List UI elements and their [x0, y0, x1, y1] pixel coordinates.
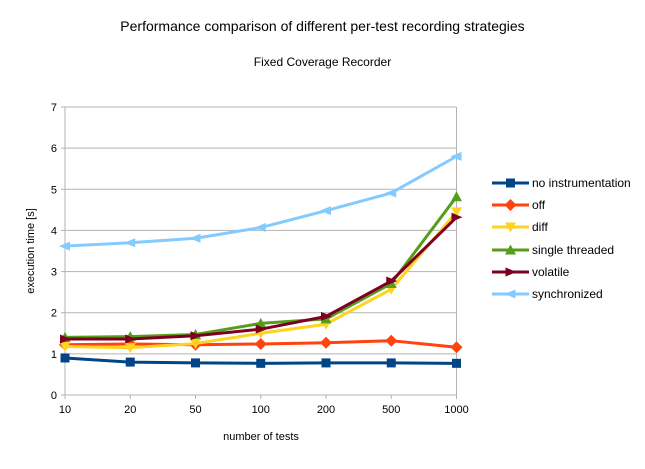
x-tick-label: 500	[382, 404, 400, 416]
y-tick-label: 2	[51, 308, 57, 320]
series-marker-synchronized	[124, 238, 136, 248]
series-marker-volatile	[451, 212, 463, 222]
series-marker-synchronized	[320, 206, 331, 216]
series-marker-single-threaded	[255, 317, 267, 328]
y-tick-label: 0	[51, 390, 57, 402]
y-tick-label: 7	[51, 102, 57, 114]
y-tick-label: 3	[51, 267, 57, 279]
legend-item-diff: diff	[492, 216, 631, 238]
legend-marker	[504, 289, 516, 299]
legend-marker	[505, 244, 516, 255]
legend-marker-icon	[492, 199, 529, 212]
series-marker-off	[385, 334, 398, 347]
legend-marker	[505, 222, 516, 233]
legend-item-no-instrumentation: no instrumentation	[492, 172, 631, 194]
series-marker-no-instrumentation	[321, 358, 331, 368]
x-axis-title: number of tests	[223, 431, 299, 443]
series-marker-no-instrumentation	[191, 358, 200, 368]
axis-tick-labels: 0 1 2 3 4 5 6 7 10 20 50 100 200 500 1000	[51, 102, 469, 416]
legend-item-label: volatile	[532, 264, 570, 279]
series-marker-off	[450, 341, 463, 354]
series-marker-no-instrumentation	[125, 357, 135, 367]
series-marker-diff	[124, 343, 136, 354]
legend-marker-icon	[492, 244, 529, 255]
legend-item-single-threaded: single threaded	[492, 239, 631, 261]
series-marker-no-instrumentation	[60, 353, 70, 363]
legend-item-synchronized: synchronized	[492, 283, 631, 305]
legend-marker-icon	[492, 178, 529, 188]
legend-marker	[506, 178, 515, 188]
legend-item-label: synchronized	[532, 287, 603, 302]
x-tick-label: 1000	[444, 404, 468, 416]
legend-marker	[504, 199, 517, 212]
gridlines	[61, 106, 457, 399]
legend-item-volatile: volatile	[492, 261, 631, 283]
series-lines	[59, 151, 463, 368]
chart-subtitle: Fixed Coverage Recorder	[253, 55, 392, 69]
series-marker-volatile	[190, 331, 202, 341]
x-tick-label: 20	[124, 404, 136, 416]
x-tick-label: 200	[317, 404, 335, 416]
legend-marker	[505, 267, 517, 277]
y-tick-label: 4	[51, 225, 57, 237]
legend-item-label: no instrumentation	[532, 176, 631, 191]
legend-item-label: off	[532, 198, 546, 213]
series-marker-volatile	[125, 334, 137, 344]
series-marker-no-instrumentation	[256, 358, 266, 368]
y-tick-label: 5	[51, 184, 57, 196]
legend-marker-icon	[492, 222, 529, 233]
series-marker-diff	[190, 339, 201, 350]
series-marker-off	[254, 337, 267, 350]
legend-marker-icon	[492, 267, 529, 277]
series-marker-diff	[59, 341, 71, 352]
series-marker-single-threaded	[451, 191, 462, 202]
x-tick-label: 100	[252, 404, 270, 416]
series-marker-synchronized	[59, 241, 70, 251]
series-marker-synchronized	[189, 233, 201, 243]
series-marker-volatile	[321, 311, 332, 321]
y-tick-label: 6	[51, 143, 57, 155]
legend-item-off: off	[492, 194, 631, 216]
x-tick-label: 50	[189, 404, 201, 416]
series-marker-volatile	[60, 334, 71, 344]
series-marker-no-instrumentation	[386, 358, 396, 368]
series-marker-volatile	[386, 276, 398, 286]
series-marker-synchronized	[450, 151, 462, 161]
series-marker-diff	[451, 207, 462, 218]
legend: no instrumentation off diff single threaded…	[492, 172, 631, 305]
legend-marker-icon	[492, 289, 529, 299]
series-marker-synchronized	[385, 188, 397, 198]
legend-item-label: single threaded	[532, 242, 615, 257]
series-marker-synchronized	[254, 223, 266, 233]
series-marker-off	[320, 336, 332, 349]
series-marker-no-instrumentation	[452, 358, 461, 368]
x-tick-label: 10	[59, 404, 71, 416]
series-line-synchronized	[64, 155, 458, 248]
series-line-single-threaded	[64, 195, 458, 339]
y-tick-label: 1	[51, 349, 57, 361]
y-axis-title: execution time [s]	[25, 208, 37, 294]
legend-item-label: diff	[532, 220, 548, 235]
series-marker-volatile	[255, 324, 267, 334]
chart-title: Performance comparison of different per-…	[120, 18, 525, 34]
